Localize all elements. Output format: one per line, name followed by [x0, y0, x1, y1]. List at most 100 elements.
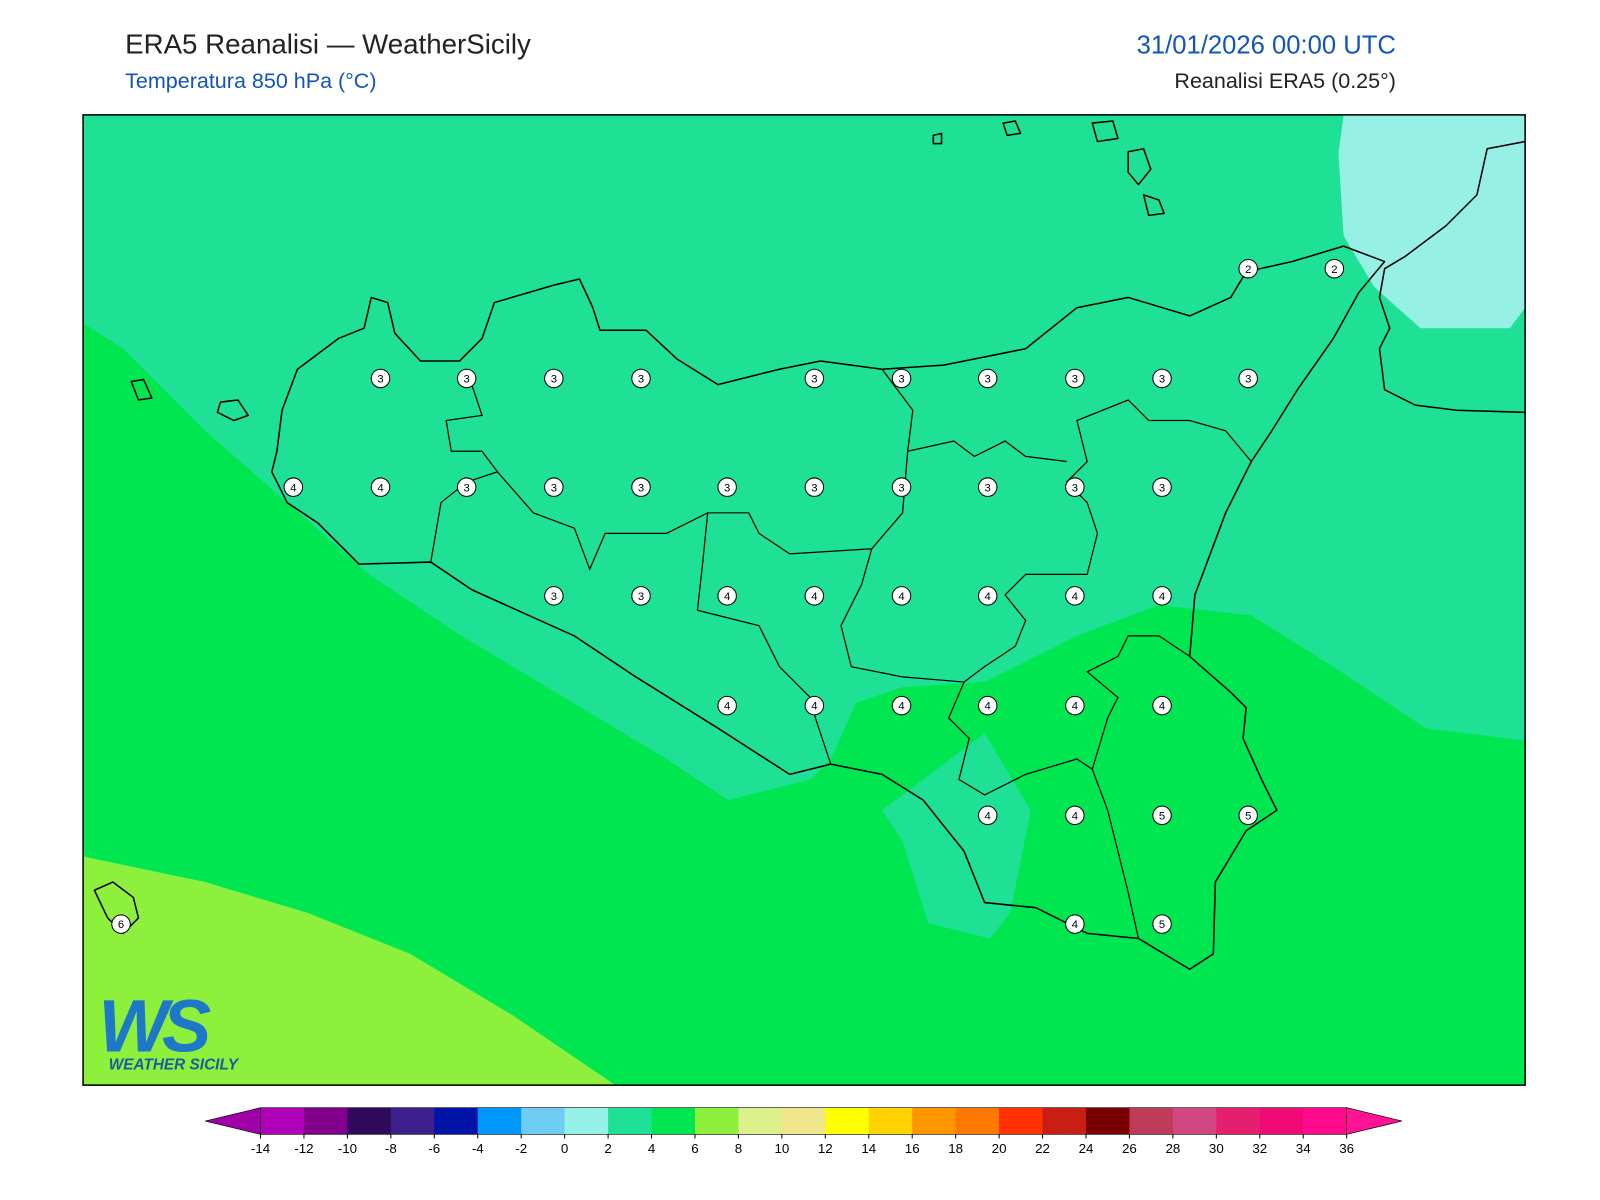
station-marker	[631, 368, 651, 389]
colorbar-tick-label: -12	[294, 1141, 313, 1156]
colorbar-tick-label: -14	[251, 1141, 271, 1156]
station-value: 4	[898, 591, 904, 603]
station-value: 3	[377, 374, 383, 386]
station-marker	[891, 368, 912, 389]
field-4-6	[83, 323, 1526, 1086]
colorbar-tick-label: 10	[774, 1141, 789, 1156]
station-marker	[804, 477, 825, 497]
station-value: 4	[1072, 701, 1078, 713]
station-marker	[977, 695, 998, 716]
station-value: 4	[377, 482, 383, 494]
colorbar-tick-label: 20	[992, 1141, 1007, 1156]
colorbar-tick-label: 18	[948, 1141, 963, 1156]
colorbar-outline	[260, 1107, 1347, 1135]
station-value: 3	[1072, 482, 1078, 494]
station-marker	[891, 586, 912, 606]
station-marker	[1152, 914, 1172, 934]
station-marker	[804, 695, 825, 716]
station-marker	[631, 586, 651, 606]
station-value: 4	[985, 701, 991, 713]
colorbar-tick-label: 22	[1035, 1141, 1050, 1156]
station-marker	[977, 805, 998, 826]
colorbar-under	[205, 1107, 261, 1135]
colorbar-segment	[955, 1107, 1000, 1135]
colorbar-segment	[781, 1107, 826, 1135]
field-6-8	[83, 856, 616, 1086]
station-marker	[977, 368, 998, 389]
station-marker	[977, 586, 998, 606]
station-marker	[1152, 805, 1172, 826]
station-value: 3	[898, 482, 904, 494]
station-value: 3	[551, 374, 557, 386]
station-value: 6	[118, 919, 124, 931]
coastline-calabria	[1378, 140, 1526, 414]
station-value: 3	[811, 482, 817, 494]
station-marker	[1152, 695, 1172, 716]
station-value: 3	[638, 591, 644, 603]
station-value: 3	[1159, 482, 1165, 494]
colorbar-segment	[912, 1107, 957, 1135]
station-marker	[804, 586, 825, 606]
logo-name: WEATHER SICILY	[109, 1057, 240, 1074]
coastline-sicily	[271, 245, 1386, 970]
station-marker	[1238, 805, 1258, 826]
colorbar-tick-label: 26	[1122, 1141, 1137, 1156]
station-value: 3	[551, 591, 557, 603]
station-value: 4	[985, 591, 991, 603]
station-value: 3	[1245, 374, 1251, 386]
station-marker	[1065, 368, 1085, 389]
station-value: 5	[1245, 810, 1251, 822]
colorbar-tick-label: 8	[735, 1141, 742, 1156]
colorbar-segment	[564, 1107, 609, 1135]
station-marker	[891, 695, 912, 716]
map-frame	[82, 114, 1526, 1086]
station-value: 4	[1072, 591, 1078, 603]
station-marker	[111, 914, 131, 934]
station-marker	[717, 695, 737, 716]
station-value: 3	[724, 482, 730, 494]
colorbar-tick-label: -4	[472, 1141, 484, 1156]
colorbar-tick-label: 16	[905, 1141, 920, 1156]
station-marker	[1324, 258, 1345, 279]
station-value: 4	[811, 591, 817, 603]
station-marker	[1065, 695, 1085, 716]
station-value: 5	[1159, 919, 1165, 931]
colorbar-segment	[303, 1107, 348, 1135]
station-marker	[1152, 477, 1172, 497]
station-value: 3	[898, 374, 904, 386]
colorbar-segment	[1042, 1107, 1087, 1135]
colorbar-over	[1346, 1107, 1403, 1135]
station-labels: 2 2 3 3 3 3 3 3 3 3 3 3 4 4 3 3 3 3 3 3 3 3 3 3 3 4 4 4 4 4 4 4 4 4 4 4 4 4 4 5…	[111, 258, 1345, 934]
station-value: 3	[985, 482, 991, 494]
station-marker	[544, 368, 564, 389]
colorbar-segment	[521, 1107, 566, 1135]
station-marker	[1152, 586, 1172, 606]
station-marker	[717, 477, 737, 497]
station-marker	[456, 477, 477, 497]
colorbar-tick-label: 12	[818, 1141, 833, 1156]
province-border	[430, 368, 1252, 939]
colorbar-segment	[390, 1107, 435, 1135]
colorbar-tick-label: -6	[428, 1141, 440, 1156]
colorbar-tick-label: -2	[515, 1141, 527, 1156]
logo: WS WEATHER SICILY	[98, 984, 239, 1073]
station-marker	[544, 586, 564, 606]
station-marker	[1152, 368, 1172, 389]
station-marker	[544, 477, 564, 497]
colorbar-tick-label: -8	[385, 1141, 397, 1156]
colorbar-tick-label: 24	[1079, 1141, 1094, 1156]
station-marker	[283, 477, 304, 497]
station-value: 4	[724, 591, 730, 603]
station-value: 3	[1072, 374, 1078, 386]
colorbar-segment	[608, 1107, 653, 1135]
station-marker	[1238, 258, 1258, 279]
colorbar-tick-label: 4	[648, 1141, 656, 1156]
colorbar-tick-label: 0	[561, 1141, 568, 1156]
station-value: 2	[1331, 264, 1337, 276]
station-marker	[370, 477, 391, 497]
station-marker	[631, 477, 651, 497]
subtitle: Temperatura 850 hPa (°C)	[125, 69, 376, 93]
colorbar-segment	[1303, 1107, 1348, 1135]
station-value: 4	[1072, 919, 1078, 931]
